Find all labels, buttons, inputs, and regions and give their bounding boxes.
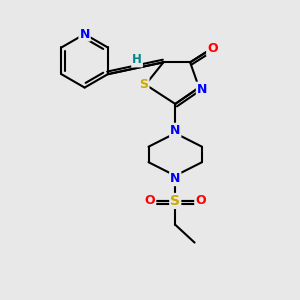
Text: O: O <box>207 42 218 56</box>
Text: N: N <box>170 172 181 185</box>
Text: S: S <box>170 194 180 208</box>
Text: N: N <box>197 82 207 96</box>
Text: N: N <box>80 28 90 40</box>
Text: O: O <box>195 194 206 208</box>
Text: H: H <box>132 53 142 66</box>
Text: S: S <box>140 78 148 91</box>
Text: N: N <box>170 124 181 137</box>
Text: O: O <box>145 194 155 208</box>
